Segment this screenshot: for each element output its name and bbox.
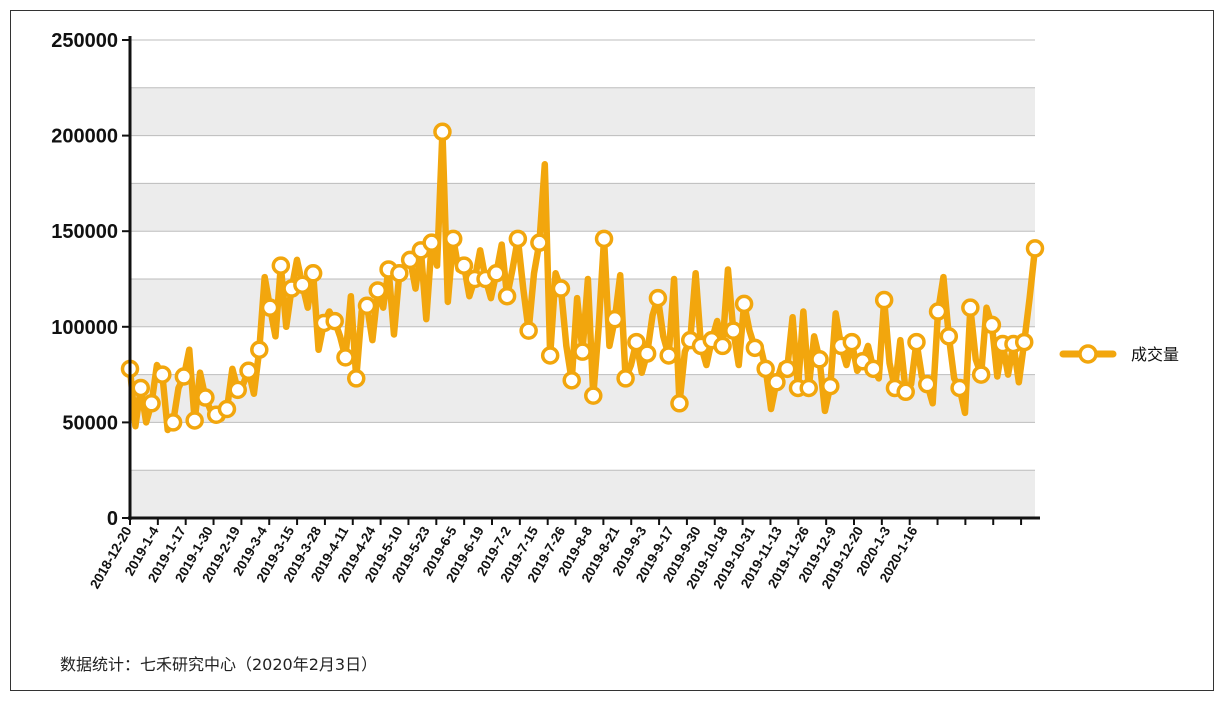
data-point [648, 288, 668, 308]
data-point [842, 332, 862, 352]
y-tick-label: 100000 [51, 317, 118, 339]
data-point [713, 336, 732, 356]
data-point [260, 298, 280, 317]
data-point [433, 122, 452, 142]
data-point [982, 315, 1002, 335]
y-tick-label: 150000 [51, 221, 118, 243]
data-point [961, 298, 980, 317]
data-point [767, 372, 786, 392]
background-band [130, 374, 1035, 423]
data-point [918, 374, 937, 394]
data-point [670, 394, 689, 413]
data-point [142, 394, 161, 413]
data-point [627, 332, 646, 352]
data-point [724, 321, 743, 340]
legend: 成交量 [1059, 344, 1179, 364]
data-point [228, 380, 247, 400]
data-point [293, 275, 312, 294]
data-point [950, 378, 969, 398]
data-point [659, 346, 678, 365]
data-point [939, 327, 959, 346]
data-point [422, 233, 441, 252]
data-point [605, 309, 625, 329]
data-point [821, 376, 840, 396]
data-point [443, 229, 463, 249]
data-point [1025, 239, 1045, 258]
y-tick-label: 250000 [51, 30, 118, 52]
data-point [357, 296, 377, 316]
data-point [325, 311, 344, 331]
data-point [347, 369, 366, 388]
data-point [540, 346, 560, 365]
data-point [390, 264, 409, 283]
data-point [174, 367, 194, 386]
data-point [799, 378, 818, 398]
data-point [810, 350, 829, 369]
data-point [497, 286, 517, 306]
data-point [734, 294, 754, 314]
data-point [530, 233, 549, 252]
data-point [303, 264, 323, 283]
data-point [874, 290, 894, 310]
x-tick-label: 2018-12-20 [87, 524, 135, 591]
data-point [1014, 332, 1034, 352]
data-point [239, 361, 258, 381]
data-point [368, 281, 388, 300]
data-point-markers [120, 122, 1045, 432]
background-band [130, 470, 1035, 518]
data-point [562, 371, 581, 390]
data-point [336, 348, 355, 367]
data-point [745, 338, 765, 358]
data-point [971, 365, 991, 384]
x-axis-tick-labels: 2018-12-202019-1-42019-1-172019-1-302019… [87, 524, 921, 592]
data-point [573, 342, 592, 361]
data-point [594, 229, 614, 249]
data-point [131, 378, 151, 398]
background-band [130, 87, 1035, 136]
data-point [519, 321, 538, 340]
data-point [508, 229, 528, 249]
data-point [196, 388, 215, 407]
data-point [907, 332, 926, 352]
data-point [896, 382, 915, 402]
legend-marker-icon [1078, 344, 1098, 364]
data-point [454, 256, 474, 275]
data-point [271, 256, 291, 275]
data-point [616, 369, 635, 388]
data-point [185, 411, 204, 430]
data-point [551, 279, 571, 298]
data-point [928, 302, 948, 321]
data-point [250, 340, 269, 359]
data-point [756, 359, 775, 379]
data-point [153, 365, 172, 384]
data-point [487, 264, 506, 283]
y-tick-label: 50000 [62, 412, 118, 434]
data-point [637, 344, 657, 363]
data-point [777, 359, 797, 379]
data-point [864, 359, 883, 379]
data-point [163, 413, 183, 432]
axes [122, 36, 1040, 525]
legend-label: 成交量 [1131, 345, 1179, 364]
data-point [584, 386, 603, 405]
y-axis-tick-labels: 0 50000 100000 150000 200000 250000 [51, 30, 118, 530]
y-tick-label: 200000 [51, 126, 118, 148]
source-footnote: 数据统计：七禾研究中心（2020年2月3日） [60, 655, 377, 674]
data-point [217, 399, 237, 419]
y-tick-label: 0 [107, 508, 118, 530]
background-band [130, 183, 1035, 232]
